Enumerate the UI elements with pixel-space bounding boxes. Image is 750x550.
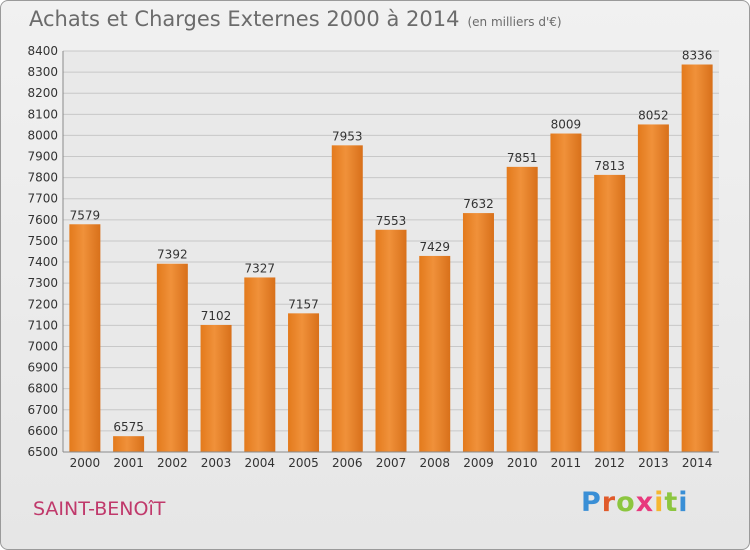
value-label-2010: 7851 <box>507 151 538 165</box>
y-tick-label: 8100 <box>27 107 58 121</box>
value-label-2014: 8336 <box>682 49 713 63</box>
bar-2010 <box>506 166 538 452</box>
x-tick-label-2013: 2013 <box>638 456 669 470</box>
bar-2012 <box>594 174 626 453</box>
proxiti-logo: Proxiti <box>581 487 689 518</box>
x-tick-label-2009: 2009 <box>463 456 494 470</box>
logo-letter: x <box>635 487 655 518</box>
chart-subtitle: (en milliers d'€) <box>467 15 562 29</box>
y-tick-label: 6700 <box>27 403 58 417</box>
y-tick-label: 8300 <box>27 65 58 79</box>
bar-2001 <box>113 436 145 452</box>
value-label-2013: 8052 <box>638 108 669 122</box>
value-label-2009: 7632 <box>463 197 494 211</box>
logo-letter: i <box>654 487 665 518</box>
value-label-2005: 7157 <box>288 297 319 311</box>
bar-2006 <box>331 145 363 453</box>
y-tick-label: 6800 <box>27 382 58 396</box>
x-tick-label-2002: 2002 <box>157 456 188 470</box>
x-tick-label-2001: 2001 <box>113 456 144 470</box>
y-tick-label: 7800 <box>27 171 58 185</box>
value-label-2001: 6575 <box>113 420 144 434</box>
value-label-2012: 7813 <box>594 159 625 173</box>
y-tick-label: 7100 <box>27 318 58 332</box>
y-tick-label: 7300 <box>27 276 58 290</box>
x-tick-label-2006: 2006 <box>332 456 363 470</box>
y-tick-label: 8400 <box>27 44 58 58</box>
chart-title: Achats et Charges Externes 2000 à 2014 <box>29 7 460 31</box>
logo-letter: i <box>678 487 689 518</box>
bar-2003 <box>200 324 232 452</box>
x-tick-label-2007: 2007 <box>376 456 407 470</box>
y-tick-label: 7900 <box>27 150 58 164</box>
y-tick-label: 8000 <box>27 128 58 142</box>
bar-2002 <box>156 263 188 452</box>
y-tick-label: 6500 <box>27 445 58 459</box>
logo-letter: P <box>581 487 602 518</box>
value-label-2002: 7392 <box>157 248 188 262</box>
logo-letter: o <box>616 487 636 518</box>
bar-2009 <box>462 213 494 452</box>
x-tick-label-2000: 2000 <box>70 456 101 470</box>
y-tick-label: 7500 <box>27 234 58 248</box>
value-label-2007: 7553 <box>376 214 407 228</box>
x-tick-label-2004: 2004 <box>245 456 276 470</box>
bar-2013 <box>637 124 669 452</box>
value-label-2008: 7429 <box>419 240 450 254</box>
x-tick-label-2005: 2005 <box>288 456 319 470</box>
value-label-2000: 7579 <box>70 208 101 222</box>
x-tick-label-2010: 2010 <box>507 456 538 470</box>
x-tick-label-2014: 2014 <box>682 456 713 470</box>
bar-2007 <box>375 229 407 452</box>
y-tick-label: 7700 <box>27 192 58 206</box>
bar-2000 <box>69 224 101 452</box>
y-tick-label: 8200 <box>27 86 58 100</box>
chart-title-block: Achats et Charges Externes 2000 à 2014 (e… <box>29 7 562 31</box>
bar-2005 <box>288 313 320 452</box>
bar-2008 <box>419 255 451 452</box>
value-label-2011: 8009 <box>551 118 582 132</box>
x-tick-label-2003: 2003 <box>201 456 232 470</box>
place-name: SAINT-BENOîT <box>33 498 166 520</box>
y-tick-label: 7200 <box>27 297 58 311</box>
value-label-2003: 7102 <box>201 309 232 323</box>
y-tick-label: 7400 <box>27 255 58 269</box>
y-tick-label: 6600 <box>27 424 58 438</box>
y-tick-label: 7000 <box>27 339 58 353</box>
y-tick-label: 6900 <box>27 361 58 375</box>
bar-2004 <box>244 277 276 452</box>
y-tick-label: 7600 <box>27 213 58 227</box>
x-tick-label-2008: 2008 <box>419 456 450 470</box>
bar-2014 <box>681 64 713 452</box>
logo-letter: t <box>664 487 679 518</box>
value-label-2006: 7953 <box>332 129 363 143</box>
bar-2011 <box>550 133 582 452</box>
x-tick-label-2012: 2012 <box>594 456 625 470</box>
logo-letter: r <box>601 487 617 518</box>
x-tick-label-2011: 2011 <box>551 456 582 470</box>
value-label-2004: 7327 <box>245 261 276 275</box>
